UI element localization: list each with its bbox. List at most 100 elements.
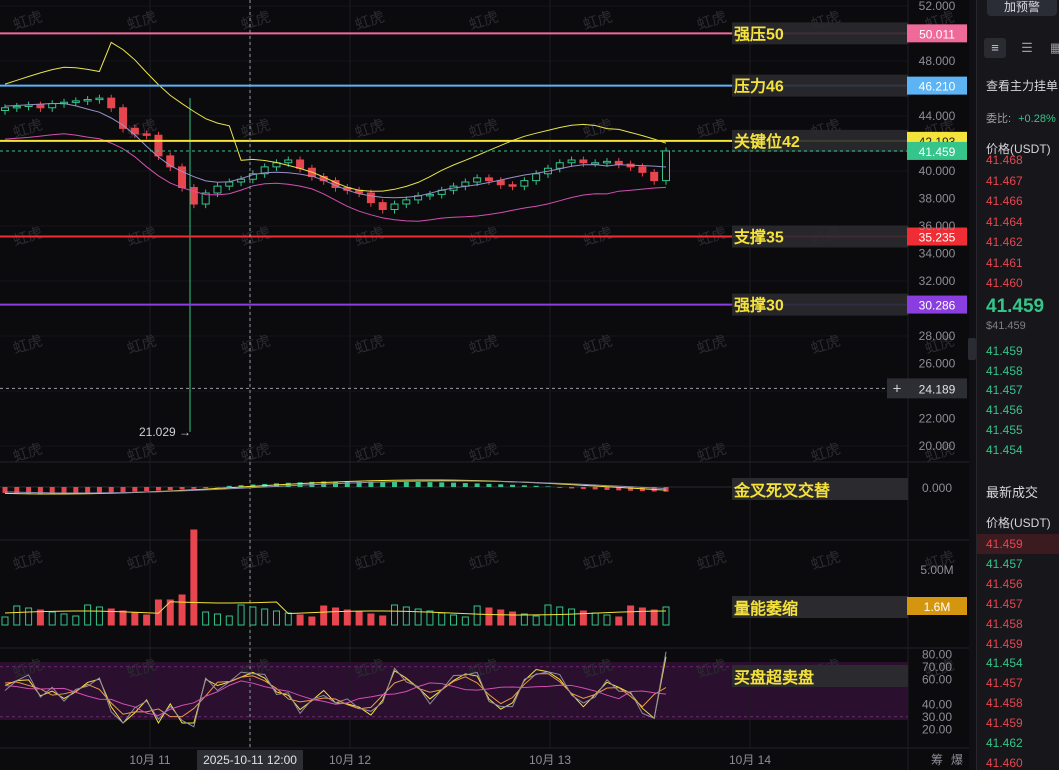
macd-bar <box>144 487 150 492</box>
bid-row[interactable]: 41.458 <box>986 363 1023 378</box>
macd-bar <box>663 487 669 492</box>
level-label-bg <box>732 74 908 97</box>
candle-body <box>83 99 92 102</box>
candle-body <box>484 177 493 182</box>
macd-bar <box>250 484 256 487</box>
level-badge <box>907 24 967 43</box>
volume-bar <box>662 606 670 626</box>
crosshair-time-bg <box>197 750 303 770</box>
time-label: 10月 13 <box>529 753 571 767</box>
price-tick: 52.000 <box>919 0 956 13</box>
candle-body <box>248 173 257 180</box>
volume-bar <box>650 609 658 626</box>
level-label: 关键位42 <box>734 132 800 151</box>
splitter-handle[interactable] <box>968 338 976 360</box>
macd-bar <box>14 487 20 494</box>
panel-splitter[interactable] <box>969 0 976 770</box>
volume-bar <box>72 615 80 626</box>
price-tick: 36.000 <box>919 219 956 233</box>
candle-body <box>473 177 482 183</box>
rsi-tick: 80.00 <box>922 647 952 661</box>
crosshair-plus-bg[interactable] <box>887 378 908 399</box>
macd-bar <box>616 487 622 491</box>
volume-bar <box>402 606 410 626</box>
volume-bar <box>591 612 599 626</box>
volume-bar <box>638 607 646 626</box>
trade-row: 41.458 <box>986 696 1023 711</box>
volume-bar <box>367 613 375 626</box>
volume-bar <box>296 614 304 626</box>
trade-row: 41.456 <box>986 576 1023 591</box>
bid-row[interactable]: 41.455 <box>986 422 1023 437</box>
trade-row: 41.454 <box>986 656 1023 671</box>
volume-bar <box>95 606 103 626</box>
ask-row[interactable]: 41.460 <box>986 276 1023 290</box>
candle-body <box>425 193 434 197</box>
volume-tick: 5.00M <box>920 563 953 577</box>
chart-area[interactable]: 虹虎 虹虎 虹虎 虹虎 虹虎 虹虎 虹虎 虹虎 虹虎 虹虎 虹虎 虹虎 虹虎 虹虎 虹虎 虹虎 虹虎 虹虎 虹虎 虹虎… <box>0 0 970 770</box>
ask-row[interactable]: 41.461 <box>986 255 1023 270</box>
rsi-line-grey <box>4 651 667 728</box>
macd-bar <box>61 487 67 494</box>
last-price-value: 41.459 <box>919 145 956 159</box>
ask-row[interactable]: 41.462 <box>986 235 1023 249</box>
volume-bar <box>603 614 611 626</box>
chip-toggle: 筹 <box>931 753 943 767</box>
macd-bar <box>96 487 102 493</box>
candle-body <box>567 159 576 164</box>
add-alert-button[interactable]: 加预警 <box>987 0 1057 16</box>
list-icon[interactable]: ☰ <box>1021 40 1033 55</box>
rsi-label: 买盘超卖盘 <box>734 668 814 687</box>
volume-bar <box>60 613 68 626</box>
ask-row[interactable]: 41.466 <box>986 194 1023 208</box>
volume-bar <box>36 609 44 626</box>
main-order-link[interactable]: 查看主力挂单 <box>986 79 1059 93</box>
chart-icon[interactable]: ▦ <box>1045 38 1059 58</box>
volume-bar <box>178 594 186 626</box>
ma-line <box>4 103 667 199</box>
trade-row: 41.457 <box>986 676 1023 691</box>
candle-body <box>390 203 399 210</box>
macd-bar <box>427 482 433 487</box>
volume-bar <box>284 612 292 626</box>
order-book-icon[interactable]: ≡ <box>984 38 1006 58</box>
bid-row[interactable]: 41.456 <box>986 403 1023 418</box>
bid-row[interactable]: 41.457 <box>986 383 1023 398</box>
recent-trades-title[interactable]: 最新成交 <box>986 485 1039 500</box>
candle-body <box>95 97 104 101</box>
volume-bar <box>509 611 517 626</box>
volume-bar <box>131 612 139 626</box>
volume-bar <box>332 607 339 626</box>
trade-row: 41.460 <box>986 755 1023 770</box>
volume-bar <box>1 616 9 626</box>
macd-bar <box>403 481 409 487</box>
side-panel: 加预警 ≡ ☰ ▦ 查看主力挂单 委比: +0.28% 价格(USDT) 41.… <box>976 0 1059 770</box>
ask-row[interactable]: 41.467 <box>986 173 1023 188</box>
bid-row[interactable]: 41.454 <box>986 442 1023 457</box>
level-value: 46.210 <box>919 80 956 94</box>
low-marker-label: 21.029 → <box>139 425 191 439</box>
time-label: 10月 14 <box>729 753 771 767</box>
macd-bar <box>380 481 386 487</box>
volume-bar <box>355 611 363 626</box>
candle-body <box>119 107 128 129</box>
last-price-badge <box>907 141 967 160</box>
trade-row: 41.459 <box>986 716 1023 731</box>
price-tick: 44.000 <box>919 109 956 123</box>
ask-row[interactable]: 41.464 <box>986 214 1023 229</box>
candle-body <box>71 100 80 103</box>
volume-bar <box>107 608 115 626</box>
volume-bar <box>450 614 458 626</box>
macd-bar <box>49 487 55 494</box>
level-label-bg <box>732 129 908 152</box>
volume-label-bg <box>732 596 908 618</box>
bid-row[interactable]: 41.459 <box>986 344 1023 358</box>
volume-bar <box>615 616 623 626</box>
price-tick: 34.000 <box>919 247 956 261</box>
macd-bar <box>356 481 362 487</box>
macd-bar <box>592 487 598 490</box>
ask-row[interactable]: 41.468 <box>986 153 1023 167</box>
macd-bar <box>498 484 504 487</box>
candle-body <box>225 181 234 187</box>
